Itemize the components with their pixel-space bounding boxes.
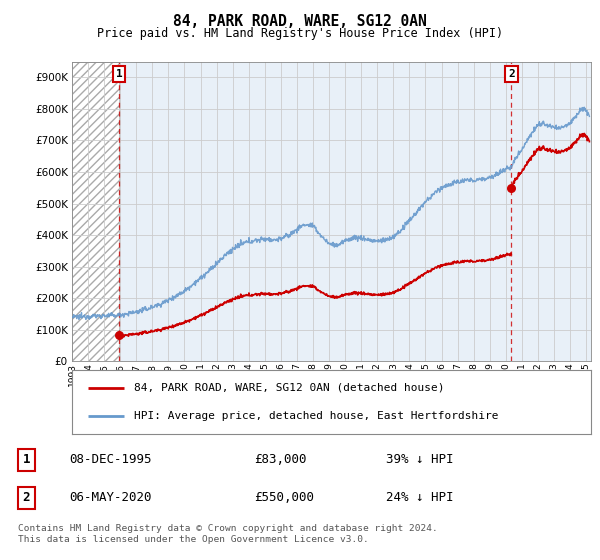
Text: Price paid vs. HM Land Registry's House Price Index (HPI): Price paid vs. HM Land Registry's House … [97, 27, 503, 40]
Point [506, 183, 516, 192]
Text: 06-MAY-2020: 06-MAY-2020 [70, 491, 152, 505]
Text: 2: 2 [23, 491, 30, 505]
Point [114, 330, 124, 339]
Text: 1: 1 [23, 454, 30, 466]
Text: 08-DEC-1995: 08-DEC-1995 [70, 454, 152, 466]
Bar [72, 62, 119, 361]
Text: £83,000: £83,000 [254, 454, 307, 466]
Text: 84, PARK ROAD, WARE, SG12 0AN (detached house): 84, PARK ROAD, WARE, SG12 0AN (detached … [134, 382, 445, 393]
Text: 24% ↓ HPI: 24% ↓ HPI [386, 491, 454, 505]
Text: 2: 2 [508, 69, 515, 79]
Text: £550,000: £550,000 [254, 491, 314, 505]
Text: 1: 1 [116, 69, 122, 79]
Text: 39% ↓ HPI: 39% ↓ HPI [386, 454, 454, 466]
Text: HPI: Average price, detached house, East Hertfordshire: HPI: Average price, detached house, East… [134, 411, 499, 421]
Text: Contains HM Land Registry data © Crown copyright and database right 2024.
This d: Contains HM Land Registry data © Crown c… [18, 524, 437, 544]
Text: 84, PARK ROAD, WARE, SG12 0AN: 84, PARK ROAD, WARE, SG12 0AN [173, 14, 427, 29]
